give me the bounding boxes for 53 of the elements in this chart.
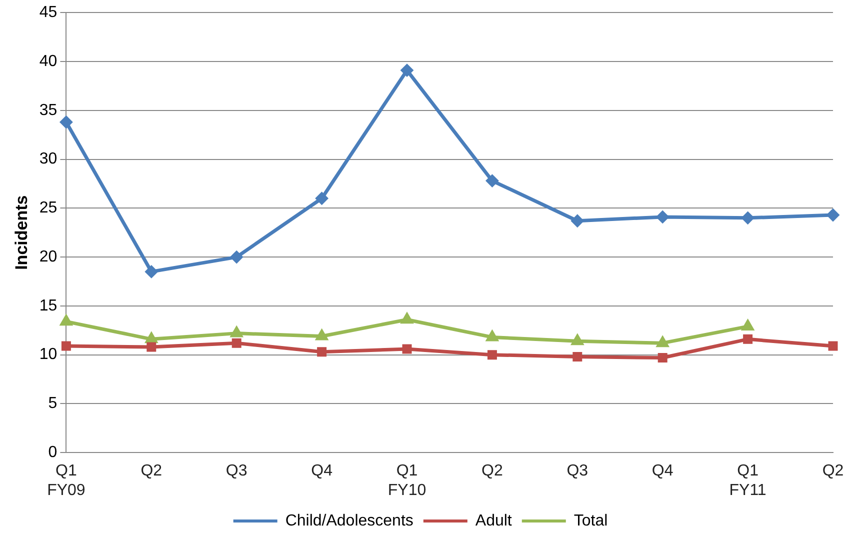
point bbox=[317, 347, 327, 357]
x-tick-label: Q2 bbox=[140, 462, 162, 480]
y-tick-label: 15 bbox=[39, 297, 58, 314]
legend-label: Adult bbox=[475, 512, 512, 530]
y-tick-label: 20 bbox=[39, 248, 58, 266]
point bbox=[402, 344, 412, 354]
point bbox=[230, 326, 244, 338]
point bbox=[144, 265, 158, 278]
y-tick-label: 0 bbox=[48, 444, 58, 462]
x-tick-label: Q4 bbox=[652, 462, 674, 480]
point bbox=[656, 336, 670, 348]
point bbox=[828, 341, 838, 351]
point bbox=[486, 330, 499, 342]
point bbox=[486, 174, 499, 188]
point bbox=[315, 328, 328, 340]
y-tick-label: 35 bbox=[39, 102, 58, 119]
point bbox=[826, 208, 840, 222]
legend-label: Child/Adolescents bbox=[285, 512, 414, 530]
point bbox=[572, 352, 582, 362]
y-tick-label: 40 bbox=[39, 52, 58, 70]
point bbox=[741, 211, 754, 224]
x-tick-label: Q3 bbox=[226, 462, 248, 480]
x-tick-label: Q1 FY10 bbox=[388, 462, 426, 499]
x-tick-label: Q1 FY11 bbox=[729, 462, 766, 499]
y-axis-title: Incidents bbox=[12, 195, 31, 270]
y-tick-label: 10 bbox=[39, 346, 58, 364]
point bbox=[743, 334, 753, 344]
point bbox=[400, 64, 414, 77]
x-tick-label: Q2 bbox=[482, 462, 503, 480]
x-tick-label: Q2 bbox=[822, 462, 844, 480]
x-tick-label: Q1 FY09 bbox=[47, 462, 86, 499]
point bbox=[741, 318, 754, 330]
legend-label: Total bbox=[574, 512, 608, 530]
y-tick-label: 45 bbox=[39, 4, 58, 22]
point bbox=[570, 214, 584, 228]
y-tick-label: 30 bbox=[39, 150, 58, 168]
point bbox=[487, 350, 497, 360]
point bbox=[570, 334, 584, 346]
x-tick-label: Q3 bbox=[566, 462, 588, 480]
point bbox=[400, 312, 414, 324]
point bbox=[315, 192, 328, 205]
point bbox=[60, 116, 73, 129]
point bbox=[658, 353, 668, 362]
point bbox=[60, 314, 73, 326]
point bbox=[61, 341, 71, 351]
x-tick-label: Q4 bbox=[311, 462, 333, 480]
point bbox=[144, 332, 158, 344]
point bbox=[656, 210, 670, 224]
point bbox=[230, 250, 244, 264]
point bbox=[146, 342, 156, 352]
y-tick-label: 5 bbox=[48, 395, 58, 412]
point bbox=[232, 338, 242, 348]
y-tick-label: 25 bbox=[39, 200, 58, 217]
